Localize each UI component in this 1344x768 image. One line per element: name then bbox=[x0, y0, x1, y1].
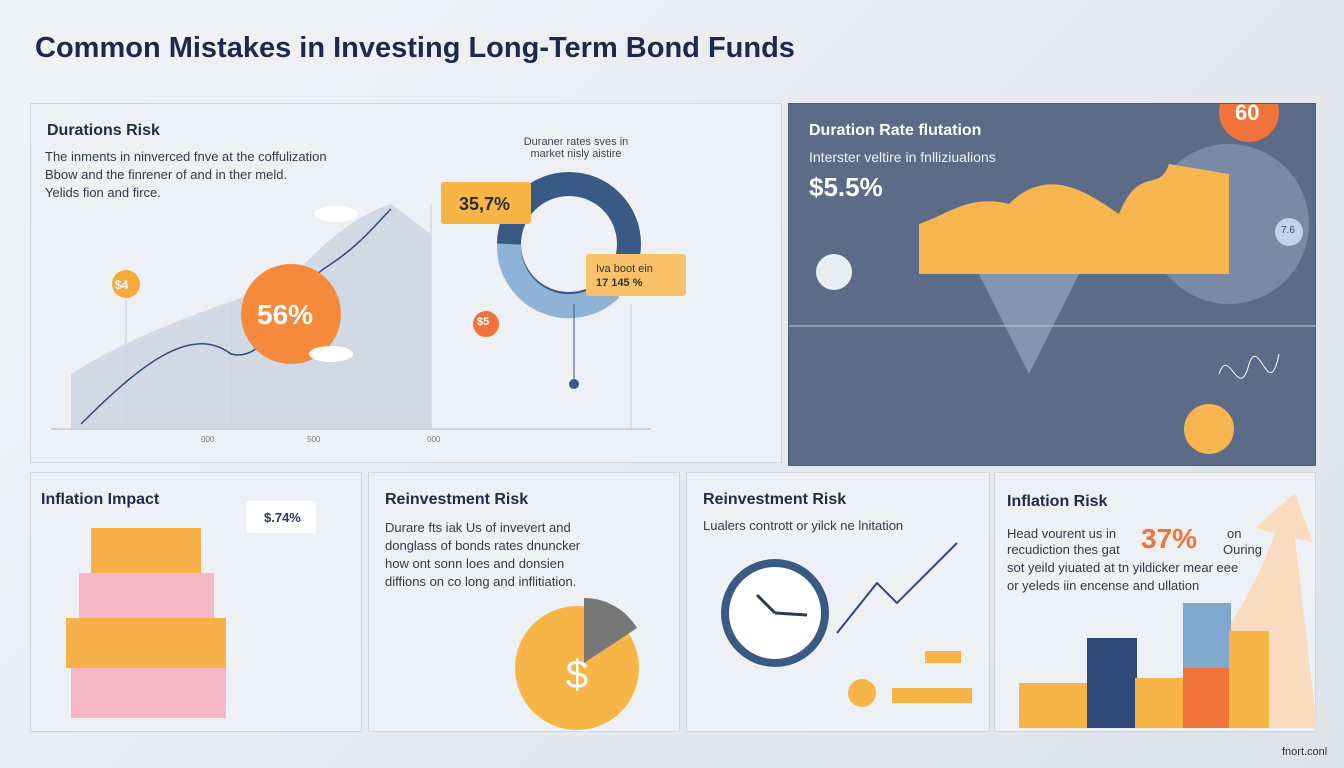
badge: 7.6 bbox=[1281, 225, 1295, 236]
axis-label: 500 bbox=[307, 435, 321, 444]
panel-title: Inflation Risk bbox=[1007, 493, 1108, 510]
callout: $5 bbox=[477, 316, 490, 328]
tag-line: Iva boot ein bbox=[596, 263, 653, 275]
illustration bbox=[1019, 493, 1317, 728]
panel-text: Ouring bbox=[1223, 542, 1263, 557]
panel: Reinvestment Risk Lualers contrott or yi… bbox=[686, 472, 990, 732]
panel-text: Interster veltire in fnlliziualions bbox=[809, 149, 996, 165]
panel-text: Lualers contrott or yilck ne lnitation bbox=[703, 518, 904, 533]
panel-text: donglass of bonds rates dnuncker bbox=[385, 538, 581, 553]
page-title: Common Mistakes in Investing Long-Term B… bbox=[35, 32, 795, 64]
badge: $.74% bbox=[264, 510, 301, 525]
panel: $ Reinvestment Risk Durare fts iak Us of… bbox=[368, 472, 680, 732]
panel-text: or yeleds iin encense and ullation bbox=[1007, 578, 1200, 593]
illustration: $ bbox=[515, 598, 639, 730]
panel: Inflation Impact $.74% bbox=[30, 472, 362, 732]
badge: 60 bbox=[1235, 100, 1260, 125]
panel-text: on bbox=[1227, 526, 1242, 541]
panel-text: The inments in ninverced fnve at the cof… bbox=[45, 149, 327, 164]
panel-text: Head vourent us in bbox=[1007, 526, 1117, 541]
svg-text:$: $ bbox=[566, 653, 588, 697]
note-line: market nisly aistire bbox=[530, 148, 622, 160]
callout: $4 bbox=[115, 278, 129, 292]
panel-text: how ont sonn loes and donsien bbox=[385, 556, 565, 571]
note: Duraner rates sves in market nisly aistir… bbox=[511, 136, 641, 160]
illustration bbox=[721, 542, 972, 707]
panel-title: Inflation Impact bbox=[41, 491, 160, 508]
panel-text: Yelids fion and firce. bbox=[45, 185, 161, 200]
panel-text: Durare fts iak Us of invevert and bbox=[385, 520, 571, 535]
illustration bbox=[66, 501, 316, 718]
footer: fnort.conl bbox=[1282, 746, 1328, 758]
axis-label: 000 bbox=[201, 435, 215, 444]
chart-illustration bbox=[789, 104, 1317, 454]
callout: 35,7% bbox=[459, 194, 511, 214]
value: 37% bbox=[1141, 523, 1198, 554]
value: $5.5% bbox=[809, 172, 883, 202]
callout: 56% bbox=[257, 299, 314, 330]
panel-title: Reinvestment Risk bbox=[385, 491, 529, 508]
panel-text: sot yeild yiuated at tn yildicker mear e… bbox=[1007, 560, 1239, 575]
panel-title: Duration Rate flutation bbox=[809, 122, 982, 139]
panel: Duration Rate flutation Interster veltir… bbox=[788, 100, 1317, 466]
panel: Inflation Risk Head vourent us in recudi… bbox=[994, 472, 1317, 732]
chart-illustration bbox=[51, 172, 686, 430]
panel-title: Durations Risk bbox=[47, 122, 160, 139]
note-line: Duraner rates sves in bbox=[523, 136, 629, 148]
axis-label: 000 bbox=[427, 435, 441, 444]
panel-title: Reinvestment Risk bbox=[703, 491, 847, 508]
panel-text: recudiction thes gat bbox=[1007, 542, 1120, 557]
tag-line: 17 145 % bbox=[596, 277, 643, 289]
tag: Iva boot ein 17 145 % bbox=[596, 262, 653, 290]
panel-text: Bbow and the finrener of and in ther mel… bbox=[45, 167, 288, 182]
panel-text: diffions on co long and inflitiation. bbox=[385, 574, 577, 589]
panel: Durations Risk The inments in ninverced … bbox=[30, 103, 782, 463]
